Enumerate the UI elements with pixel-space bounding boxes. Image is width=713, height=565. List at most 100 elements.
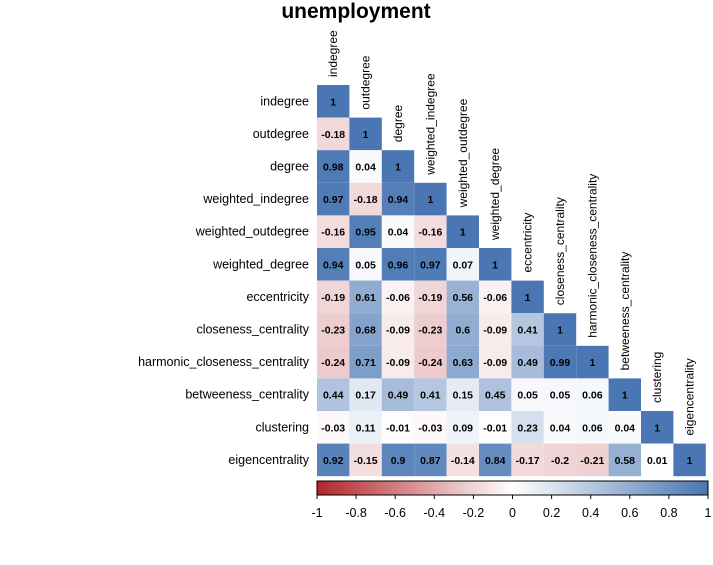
heatmap-cell <box>381 443 415 477</box>
cell-value-label: 0.56 <box>453 292 474 304</box>
cell-value-label: 0.49 <box>517 357 538 369</box>
heatmap-cell <box>446 215 479 248</box>
heatmap-cell <box>414 411 447 444</box>
heatmap-cell <box>349 378 382 411</box>
color-legend-tick-label: 0.2 <box>543 506 560 520</box>
cell-value-label: 0.41 <box>420 390 441 402</box>
column-labels: indegree outdegree degree weighted_indegree… <box>326 30 696 436</box>
heatmap-cell <box>673 443 706 477</box>
cell-value-label: 0.87 <box>420 455 441 467</box>
cell-value-label: 0.15 <box>453 390 474 402</box>
cell-value-label: 1 <box>460 227 466 239</box>
heatmap-cell <box>511 345 544 379</box>
heatmap-cell <box>414 215 447 248</box>
cell-value-label: -0.2 <box>551 455 569 467</box>
cell-value-label: -0.17 <box>516 455 540 467</box>
cell-value-label: 1 <box>492 259 498 271</box>
row-label: weighted_outdegree <box>195 225 309 239</box>
column-label: weighted_indegree <box>423 73 437 176</box>
heatmap-cell <box>511 443 544 477</box>
heatmap-cell <box>543 345 577 379</box>
cell-value-label: -0.23 <box>321 325 345 337</box>
color-legend-tick-label: 0.8 <box>660 506 677 520</box>
heatmap-cell <box>576 443 609 477</box>
cell-value-label: -0.19 <box>321 292 345 304</box>
color-legend-bar <box>316 480 709 496</box>
heatmap-cell <box>479 411 512 444</box>
cell-value-label: -0.01 <box>483 422 507 434</box>
heatmap-cell <box>608 443 641 477</box>
cell-value-label: 0.04 <box>550 422 571 434</box>
heatmap-cell <box>381 378 415 411</box>
heatmap-cell <box>381 345 415 379</box>
cell-value-label: 0.41 <box>517 325 538 337</box>
cell-value-label: 0.49 <box>388 390 409 402</box>
row-label: betweeness_centrality <box>185 388 309 402</box>
cell-value-label: 0.71 <box>355 357 376 369</box>
column-label: indegree <box>326 30 340 77</box>
cell-value-label: 0.04 <box>355 162 376 174</box>
heatmap-cell <box>349 248 382 281</box>
cell-value-label: 0.95 <box>355 227 376 239</box>
cell-value-label: -0.23 <box>418 325 442 337</box>
color-legend-tick-label: 0 <box>509 506 516 520</box>
heatmap-cell <box>381 411 415 444</box>
heatmap-cell <box>446 248 479 281</box>
cell-value-label: 1 <box>622 390 628 402</box>
heatmap-cell <box>381 182 415 216</box>
heatmap-cell <box>414 182 447 216</box>
column-label: harmonic_closeness_centrality <box>585 174 599 338</box>
cell-value-label: 0.68 <box>355 325 376 337</box>
cell-value-label: 1 <box>557 325 563 337</box>
cell-value-label: 0.07 <box>453 259 474 271</box>
row-label: weighted_indegree <box>202 192 309 206</box>
cell-value-label: 0.94 <box>323 259 344 271</box>
cell-value-label: 0.6 <box>455 325 470 337</box>
heatmap-cell <box>317 248 350 281</box>
color-legend-tick-label: -0.8 <box>345 506 367 520</box>
heatmap-cell <box>381 313 415 346</box>
heatmap-cell <box>543 313 577 346</box>
cell-value-label: -0.19 <box>418 292 442 304</box>
heatmap-cell <box>317 117 350 151</box>
heatmap-cell <box>576 378 609 411</box>
heatmap-cell <box>414 378 447 411</box>
cell-value-label: 0.06 <box>582 422 603 434</box>
row-label: clustering <box>256 420 310 434</box>
cell-value-label: -0.06 <box>483 292 507 304</box>
cell-value-label: 0.04 <box>388 227 409 239</box>
color-legend-tick-label: -0.2 <box>463 506 485 520</box>
color-legend: -1 -0.8 -0.6 -0.4 -0.2 0 0.2 0.4 0.6 0.8 1 <box>311 480 712 520</box>
cell-value-label: -0.09 <box>386 357 410 369</box>
heatmap-cell <box>349 443 382 477</box>
heatmap-cell <box>349 345 382 379</box>
cell-value-label: 0.45 <box>485 390 506 402</box>
cell-value-label: -0.03 <box>418 422 442 434</box>
cell-value-label: 1 <box>330 96 336 108</box>
color-legend-tick-label: 1 <box>705 506 712 520</box>
heatmap-cell <box>576 345 609 379</box>
column-label: eigencentrality <box>683 358 697 435</box>
heatmap-cell <box>479 443 512 477</box>
cell-value-label: 0.09 <box>453 422 474 434</box>
cell-value-label: 0.84 <box>485 455 506 467</box>
cell-value-label: 0.05 <box>517 390 538 402</box>
cell-value-label: 1 <box>395 162 401 174</box>
heatmap-cell <box>317 280 350 314</box>
cell-value-label: -0.24 <box>418 357 442 369</box>
cell-value-label: -0.09 <box>386 325 410 337</box>
cell-value-label: -0.16 <box>418 227 442 239</box>
heatmap-cell <box>349 150 382 183</box>
cell-value-label: 0.98 <box>323 162 344 174</box>
cell-value-label: 0.04 <box>615 422 636 434</box>
heatmap-cell <box>381 215 415 248</box>
heatmap-cell <box>608 411 641 444</box>
column-label: weighted_degree <box>488 148 502 241</box>
heatmap-cell <box>543 411 577 444</box>
cell-value-label: 0.17 <box>355 390 376 402</box>
color-legend-tick-label: -0.4 <box>424 506 446 520</box>
heatmap-cell <box>543 443 577 477</box>
chart-title: unemployment <box>281 0 430 23</box>
cell-value-label: -0.21 <box>580 455 604 467</box>
cell-value-label: 0.58 <box>615 455 636 467</box>
